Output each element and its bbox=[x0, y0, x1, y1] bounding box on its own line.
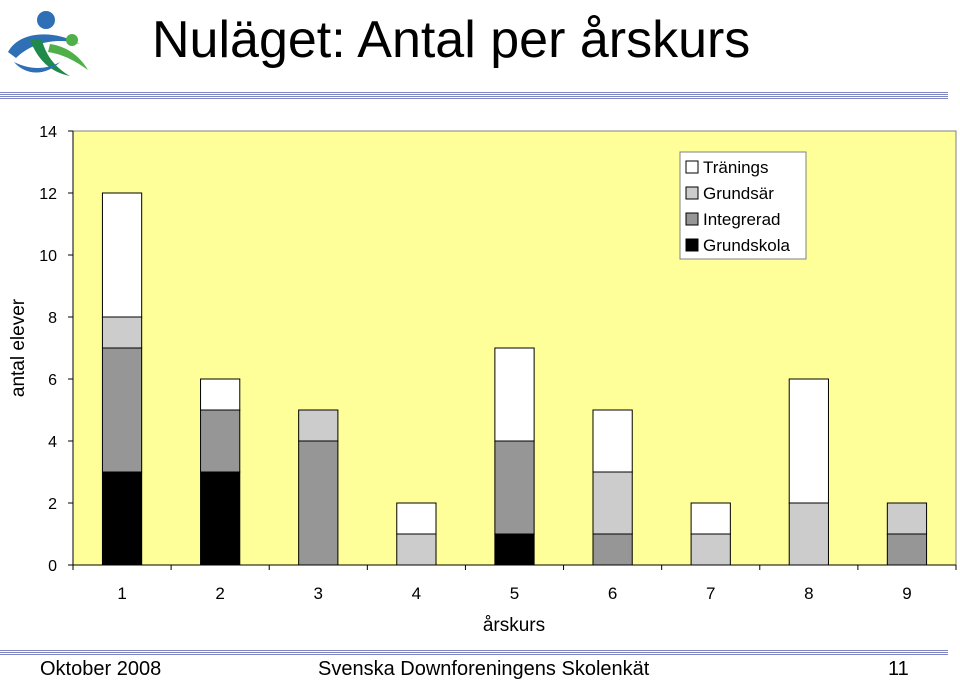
bar-segment-tr-nings-2 bbox=[200, 378, 241, 411]
bar-segment-grundskola-1 bbox=[101, 471, 143, 566]
y-tick-label: 4 bbox=[48, 434, 57, 451]
y-tick-label: 14 bbox=[39, 124, 57, 141]
footer-date: Oktober 2008 bbox=[40, 658, 162, 680]
x-tick-label: 7 bbox=[706, 584, 715, 603]
downs-syndrome-association-logo-icon bbox=[8, 11, 88, 76]
bar-segment-grunds-r-6 bbox=[592, 471, 633, 535]
legend-label-grunds-r: Grundsär bbox=[703, 184, 774, 203]
legend-label-grundskola: Grundskola bbox=[703, 236, 790, 255]
x-tick-label: 5 bbox=[510, 584, 519, 603]
slide-title: Nuläget: Antal per årskurs bbox=[152, 11, 751, 69]
y-tick-label: 2 bbox=[48, 496, 57, 513]
bar-segment-grunds-r-7 bbox=[690, 533, 731, 566]
bar-segment-grunds-r-3 bbox=[298, 409, 339, 442]
y-axis-ticks: 0 2 4 6 8 10 12 14 bbox=[39, 124, 73, 575]
legend-box bbox=[679, 151, 807, 260]
y-axis-label: antal elever bbox=[8, 298, 29, 397]
title-divider bbox=[0, 92, 948, 100]
legend-swatch-tr-nings bbox=[685, 160, 699, 174]
bar-segment-integrerad-5 bbox=[494, 440, 535, 535]
bar-segment-tr-nings-7 bbox=[690, 502, 731, 535]
bar-segment-tr-nings-8 bbox=[788, 378, 829, 504]
x-tick-label: 1 bbox=[117, 584, 126, 603]
bar-segment-tr-nings-5 bbox=[494, 347, 535, 442]
bar-segment-grunds-r-4 bbox=[396, 533, 437, 566]
bar-segment-grunds-r-8 bbox=[788, 502, 829, 566]
x-axis-ticks: 1 2 3 4 5 6 7 8 9 bbox=[72, 565, 957, 603]
bar-segment-grundskola-2 bbox=[200, 471, 241, 566]
bar-segment-integrerad-6 bbox=[592, 533, 633, 566]
bar-segment-integrerad-1 bbox=[101, 347, 143, 473]
y-tick-label: 10 bbox=[39, 248, 57, 265]
y-tick-label: 12 bbox=[39, 186, 57, 203]
bar-segment-integrerad-2 bbox=[200, 409, 241, 473]
bar-segment-integrerad-3 bbox=[298, 440, 339, 566]
bar-segment-tr-nings-4 bbox=[396, 502, 437, 535]
bar-segment-integrerad-9 bbox=[886, 533, 928, 566]
y-tick-label: 6 bbox=[48, 372, 57, 389]
legend-swatch-grunds-r bbox=[685, 186, 699, 200]
y-tick-label: 8 bbox=[48, 310, 57, 327]
slide-number: 11 bbox=[888, 658, 909, 680]
legend-swatch-integrerad bbox=[685, 212, 699, 226]
bars bbox=[101, 192, 928, 566]
bar-segment-tr-nings-6 bbox=[592, 409, 633, 473]
footer-organization: Svenska Downforeningens Skolenkät bbox=[318, 658, 650, 680]
legend-swatch-grundskola bbox=[685, 238, 699, 252]
bar-segment-grunds-r-1 bbox=[101, 316, 143, 349]
bar-segment-tr-nings-1 bbox=[101, 192, 143, 318]
footer-divider bbox=[0, 650, 948, 655]
chart-legend: Tränings Grundsär Integrerad Grundskola bbox=[679, 151, 807, 260]
legend-label-integrerad: Integrerad bbox=[703, 210, 781, 229]
x-tick-label: 3 bbox=[314, 584, 323, 603]
x-tick-label: 2 bbox=[215, 584, 224, 603]
bar-segment-grundskola-5 bbox=[494, 533, 535, 566]
x-tick-label: 4 bbox=[412, 584, 421, 603]
x-tick-label: 6 bbox=[608, 584, 617, 603]
legend-label-tr-nings: Tränings bbox=[703, 158, 769, 177]
bar-segment-grunds-r-9 bbox=[886, 502, 928, 535]
x-tick-label: 8 bbox=[804, 584, 813, 603]
x-axis-label: årskurs bbox=[483, 615, 545, 636]
y-tick-label: 0 bbox=[48, 558, 57, 575]
x-tick-label: 9 bbox=[902, 584, 911, 603]
axes bbox=[72, 131, 956, 566]
